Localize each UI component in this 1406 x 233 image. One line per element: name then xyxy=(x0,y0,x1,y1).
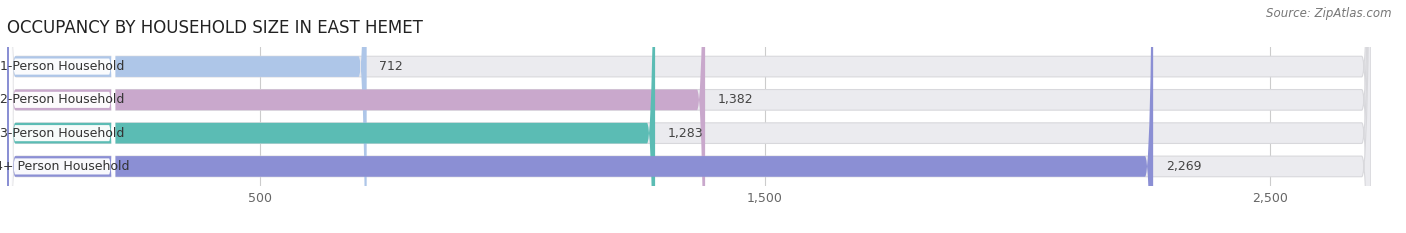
FancyBboxPatch shape xyxy=(7,0,367,233)
Text: 712: 712 xyxy=(380,60,404,73)
Text: 3-Person Household: 3-Person Household xyxy=(0,127,124,140)
FancyBboxPatch shape xyxy=(8,0,115,233)
FancyBboxPatch shape xyxy=(7,0,1371,233)
Text: 1-Person Household: 1-Person Household xyxy=(0,60,124,73)
FancyBboxPatch shape xyxy=(8,0,115,233)
FancyBboxPatch shape xyxy=(7,0,655,233)
FancyBboxPatch shape xyxy=(8,0,115,233)
FancyBboxPatch shape xyxy=(7,0,1153,233)
Text: Source: ZipAtlas.com: Source: ZipAtlas.com xyxy=(1267,7,1392,20)
Text: 1,382: 1,382 xyxy=(717,93,754,106)
Text: 2-Person Household: 2-Person Household xyxy=(0,93,124,106)
FancyBboxPatch shape xyxy=(7,0,1371,233)
FancyBboxPatch shape xyxy=(7,0,1371,233)
Text: 1,283: 1,283 xyxy=(668,127,703,140)
Text: 4+ Person Household: 4+ Person Household xyxy=(0,160,129,173)
FancyBboxPatch shape xyxy=(7,0,1371,233)
Text: OCCUPANCY BY HOUSEHOLD SIZE IN EAST HEMET: OCCUPANCY BY HOUSEHOLD SIZE IN EAST HEME… xyxy=(7,19,423,37)
FancyBboxPatch shape xyxy=(7,0,704,233)
Text: 2,269: 2,269 xyxy=(1166,160,1201,173)
FancyBboxPatch shape xyxy=(8,0,115,233)
